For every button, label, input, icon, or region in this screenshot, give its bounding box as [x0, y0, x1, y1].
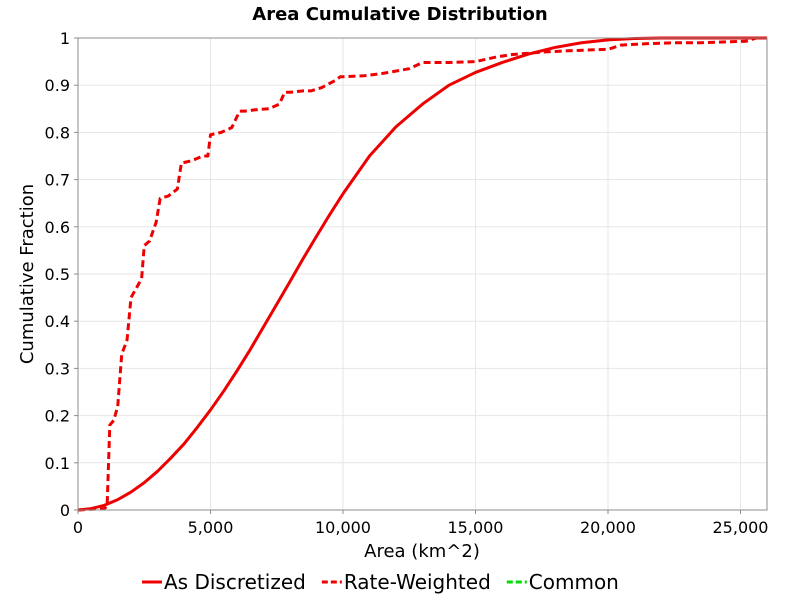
series-line-rate-weighted — [77, 36, 767, 512]
y-tick-label: 0.2 — [45, 407, 70, 426]
legend: As Discretized Rate-Weighted Common — [142, 570, 619, 594]
series-layer — [77, 36, 767, 512]
y-tick-label: 0.4 — [45, 312, 70, 331]
chart-title: Area Cumulative Distribution — [252, 4, 547, 25]
y-tick-label: 0.5 — [45, 265, 70, 284]
x-tick-label: 10,000 — [315, 518, 371, 537]
legend-label-as-discretized: As Discretized — [164, 570, 306, 594]
series-line-as-discretized — [77, 36, 767, 512]
legend-label-common: Common — [529, 570, 619, 594]
x-axis-label: Area (km^2) — [364, 541, 480, 562]
y-tick-label: 0.7 — [45, 171, 70, 190]
y-tick-label: 0 — [60, 501, 70, 520]
y-axis-label: Cumulative Fraction — [17, 184, 38, 364]
y-tick-label: 1 — [60, 29, 70, 48]
y-tick-label: 0.1 — [45, 454, 70, 473]
x-tick-label: 15,000 — [448, 518, 504, 537]
y-tick-label: 0.8 — [45, 123, 70, 142]
x-tick-label: 25,000 — [713, 518, 769, 537]
x-tick-label: 20,000 — [580, 518, 636, 537]
grid — [77, 37, 767, 511]
x-tick-label: 5,000 — [188, 518, 234, 537]
y-tick-label: 0.3 — [45, 359, 70, 378]
x-tick-label: 0 — [73, 518, 83, 537]
y-tick-label: 0.6 — [45, 218, 70, 237]
ticks: 0 5,000 10,000 15,000 20,000 25,000 0 0.1 0.2 0.3… — [45, 29, 769, 537]
legend-label-rate-weighted: Rate-Weighted — [344, 570, 491, 594]
y-tick-label: 0.9 — [45, 76, 70, 95]
